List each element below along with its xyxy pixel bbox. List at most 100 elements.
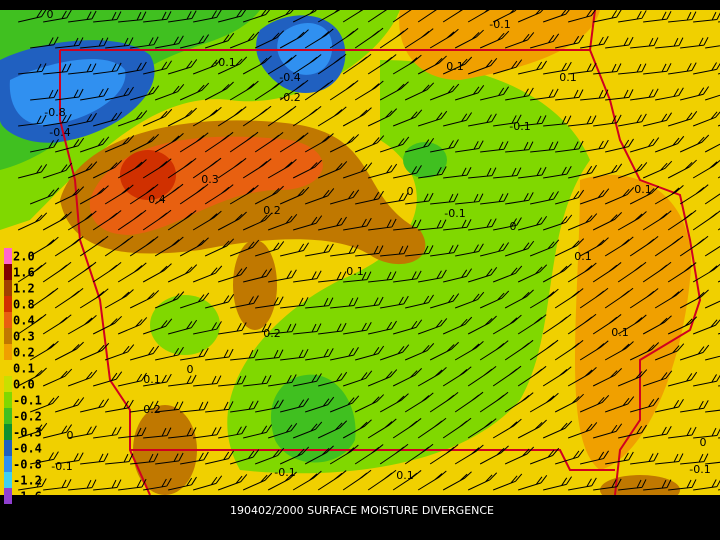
wind-barb <box>380 295 409 309</box>
wind-barb <box>580 139 609 153</box>
wind-barb <box>155 35 184 49</box>
wind-barb <box>205 401 234 413</box>
wind-barb <box>167 107 197 127</box>
wind-barb <box>205 294 235 309</box>
legend-label: -0.3 <box>13 426 42 440</box>
legend-label: -1.6 <box>13 490 42 504</box>
wind-barb <box>480 192 509 205</box>
wind-barb <box>542 214 573 231</box>
wind-barb <box>55 452 84 465</box>
wind-barb <box>543 115 572 127</box>
wind-barb <box>454 340 484 361</box>
wind-barb <box>442 316 473 335</box>
wind-barb <box>342 162 373 179</box>
wind-barb <box>243 424 273 439</box>
wind-barb <box>279 186 310 205</box>
contour-label: -0.4 <box>279 71 300 84</box>
wind-barb <box>305 297 334 309</box>
region <box>9 59 126 126</box>
wind-barb <box>218 375 247 387</box>
wind-barb <box>293 373 322 387</box>
wind-barb <box>342 107 372 127</box>
wind-barb <box>705 461 720 465</box>
wind-barb <box>505 240 535 257</box>
wind-barb <box>193 426 222 439</box>
wind-barb <box>404 82 435 101</box>
wind-barb <box>418 269 447 283</box>
wind-barb <box>480 86 510 101</box>
legend-label: 0.3 <box>13 330 35 344</box>
wind-barb <box>393 165 422 179</box>
wind-barb <box>693 374 720 387</box>
wind-barb <box>467 315 497 335</box>
wind-barb <box>229 80 259 101</box>
wind-barb <box>67 315 97 335</box>
wind-barb <box>93 371 123 387</box>
wind-barb <box>342 419 372 439</box>
wind-barb <box>643 63 672 75</box>
wind-barb <box>543 165 572 179</box>
wind-barb <box>680 86 710 101</box>
wind-barb <box>630 397 660 413</box>
wind-barb <box>268 374 297 387</box>
wind-barb <box>530 191 559 205</box>
wind-barb <box>692 111 720 127</box>
wind-barb <box>18 164 48 179</box>
wind-barb <box>293 270 322 283</box>
wind-barb <box>343 271 372 283</box>
wind-barb <box>554 393 584 413</box>
contour-label: -0.8 <box>44 106 65 119</box>
wind-barb <box>230 349 259 361</box>
wind-barb <box>529 239 560 257</box>
wind-barb <box>280 297 309 309</box>
wind-barb <box>254 131 284 153</box>
wind-barb <box>642 261 672 283</box>
wind-barb <box>654 135 685 153</box>
wind-barb <box>30 139 59 153</box>
wind-barb <box>442 471 472 491</box>
wind-barb <box>430 244 459 257</box>
wind-barb <box>643 112 673 127</box>
wind-barb <box>154 291 185 309</box>
wind-barb <box>680 400 709 413</box>
wind-barb <box>218 266 248 283</box>
wind-barb <box>629 236 659 257</box>
wind-barb <box>392 10 412 23</box>
legend-swatch <box>4 264 12 280</box>
wind-barb <box>542 313 572 335</box>
wind-barb <box>229 184 259 205</box>
wind-barb <box>492 265 523 283</box>
wind-barb <box>592 314 622 335</box>
wind-barb <box>492 365 522 387</box>
contour-label: 0.1 <box>574 250 592 263</box>
wind-barb <box>79 136 110 153</box>
wind-barb <box>355 245 384 257</box>
wind-barb <box>318 271 347 283</box>
wind-barb <box>155 346 184 361</box>
wind-barb <box>367 10 388 23</box>
wind-barb <box>542 263 572 283</box>
wind-barb <box>180 401 209 413</box>
wind-barb <box>217 157 247 179</box>
contour-label: -0.2 <box>279 91 300 104</box>
wind-barb <box>567 262 597 283</box>
wind-barb <box>705 45 720 49</box>
wind-barb <box>367 469 397 491</box>
wind-barb <box>380 192 409 205</box>
wind-barb <box>504 446 535 465</box>
contour-label: 0 <box>510 220 517 233</box>
wind-barb <box>80 453 109 465</box>
wind-barb <box>55 137 85 153</box>
wind-barb <box>105 37 134 49</box>
legend-swatch <box>4 376 12 392</box>
wind-barb <box>117 317 148 335</box>
wind-barb <box>130 400 159 413</box>
wind-barb <box>292 470 322 491</box>
wind-barb <box>593 114 622 127</box>
contour-label: 0.1 <box>446 60 464 73</box>
region <box>575 174 692 470</box>
wind-barb <box>292 10 317 23</box>
wind-barb <box>668 426 697 439</box>
wind-barb <box>518 115 547 127</box>
wind-barb <box>104 135 135 153</box>
